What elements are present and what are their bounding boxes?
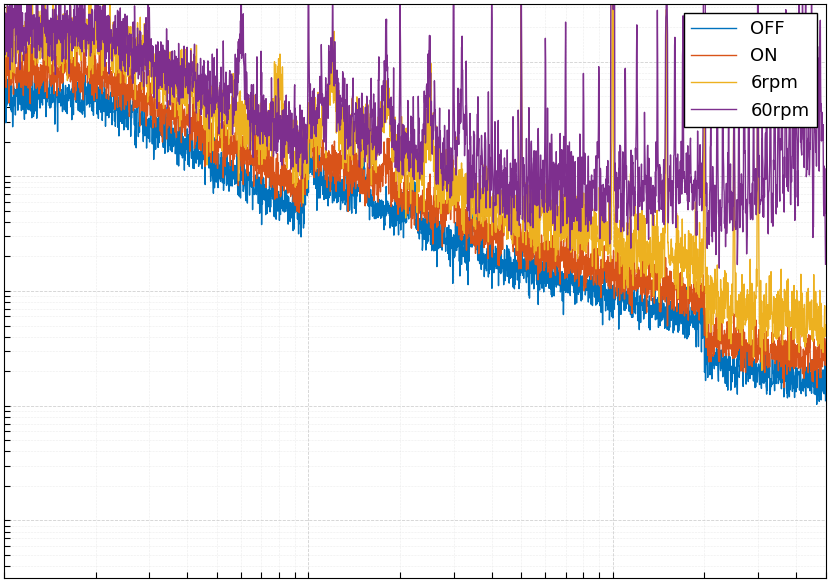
OFF <box>315 150 325 157</box>
OFF <box>821 397 830 404</box>
ON <box>315 163 325 170</box>
60rpm <box>821 261 830 268</box>
ON <box>93 81 103 88</box>
6rpm <box>349 150 359 157</box>
OFF <box>716 346 726 353</box>
6rpm <box>314 97 324 104</box>
60rpm <box>142 80 152 87</box>
ON <box>142 106 152 113</box>
60rpm <box>715 265 725 272</box>
6rpm <box>93 39 103 46</box>
60rpm <box>93 13 103 20</box>
6rpm <box>805 325 815 332</box>
Line: 6rpm: 6rpm <box>4 0 826 370</box>
6rpm <box>0 31 9 38</box>
OFF <box>142 129 152 136</box>
ON <box>0 75 9 82</box>
OFF <box>350 194 360 201</box>
Legend: OFF, ON, 6rpm, 60rpm: OFF, ON, 6rpm, 60rpm <box>684 13 817 127</box>
Line: OFF: OFF <box>4 63 826 404</box>
OFF <box>804 379 814 386</box>
60rpm <box>716 228 726 235</box>
ON <box>716 340 726 347</box>
60rpm <box>349 123 359 130</box>
6rpm <box>716 286 726 293</box>
ON <box>42 36 51 42</box>
Line: ON: ON <box>4 39 826 388</box>
6rpm <box>757 367 767 374</box>
Line: 60rpm: 60rpm <box>4 0 826 268</box>
60rpm <box>314 107 324 113</box>
ON <box>350 178 360 185</box>
OFF <box>93 98 103 105</box>
6rpm <box>821 324 830 331</box>
60rpm <box>805 139 815 146</box>
OFF <box>812 401 822 408</box>
ON <box>821 353 830 360</box>
OFF <box>0 104 9 111</box>
OFF <box>70 60 80 67</box>
ON <box>804 345 814 352</box>
ON <box>812 384 822 391</box>
6rpm <box>142 83 152 90</box>
